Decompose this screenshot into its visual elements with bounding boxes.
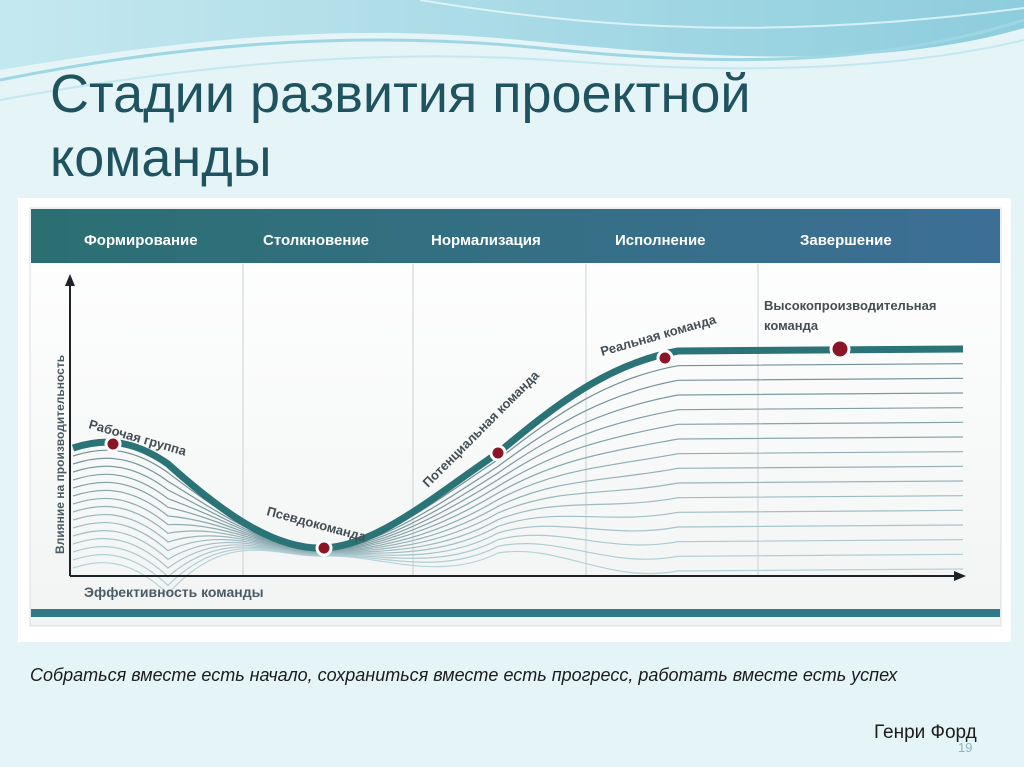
marker-pseudo-team: [315, 539, 333, 557]
team-development-diagram: Рабочая группа Псевдокоманда Потенциальн…: [18, 198, 1011, 642]
main-performance-curve: [71, 345, 964, 552]
marker-potential-team: [489, 444, 507, 462]
quote-text: Собраться вместе есть начало, сохранитьс…: [30, 665, 898, 685]
x-axis-label: Эффективность команды: [84, 584, 264, 600]
axes: [65, 274, 966, 581]
phase-performing: Исполнение: [615, 232, 706, 249]
phase-forming: Формирование: [84, 232, 198, 249]
phase-norming: Нормализация: [431, 232, 541, 249]
marker-high-performance-team: [829, 338, 851, 360]
marker-real-team: [656, 349, 674, 367]
phase-storming: Столкновение: [263, 232, 370, 249]
fan-curve-6: [72, 436, 964, 552]
stage-label-high-performance-line2: команда: [764, 318, 819, 333]
quote-author: Генри Форд: [874, 722, 977, 743]
diagram-frame: [29, 207, 1002, 627]
bottom-bar: [31, 609, 1000, 617]
page-number: 19: [958, 740, 973, 755]
fan-curve-7: [72, 451, 964, 553]
phase-header-band: [31, 209, 1000, 263]
x-axis-arrow: [954, 571, 966, 581]
y-axis-arrow: [65, 274, 75, 286]
stage-markers: [104, 338, 851, 557]
phase-adjourning: Завершение: [800, 232, 892, 249]
slide-title: Стадии развития проектной команды: [50, 64, 751, 188]
decorative-waves: [0, 0, 1024, 101]
fan-curve-10: [72, 495, 964, 554]
curve-fan: [71, 345, 964, 595]
stage-label-high-performance-line1: Высокопроизводительная: [764, 298, 936, 313]
fan-curve-11: [72, 509, 964, 561]
fan-curve-8: [72, 465, 964, 553]
y-axis-label: Влияние на производительность: [53, 354, 67, 554]
fan-curve-9: [72, 480, 964, 554]
diagram-canvas: Рабочая группа Псевдокоманда Потенциальн…: [29, 207, 1002, 627]
marker-working-group: [104, 435, 122, 453]
